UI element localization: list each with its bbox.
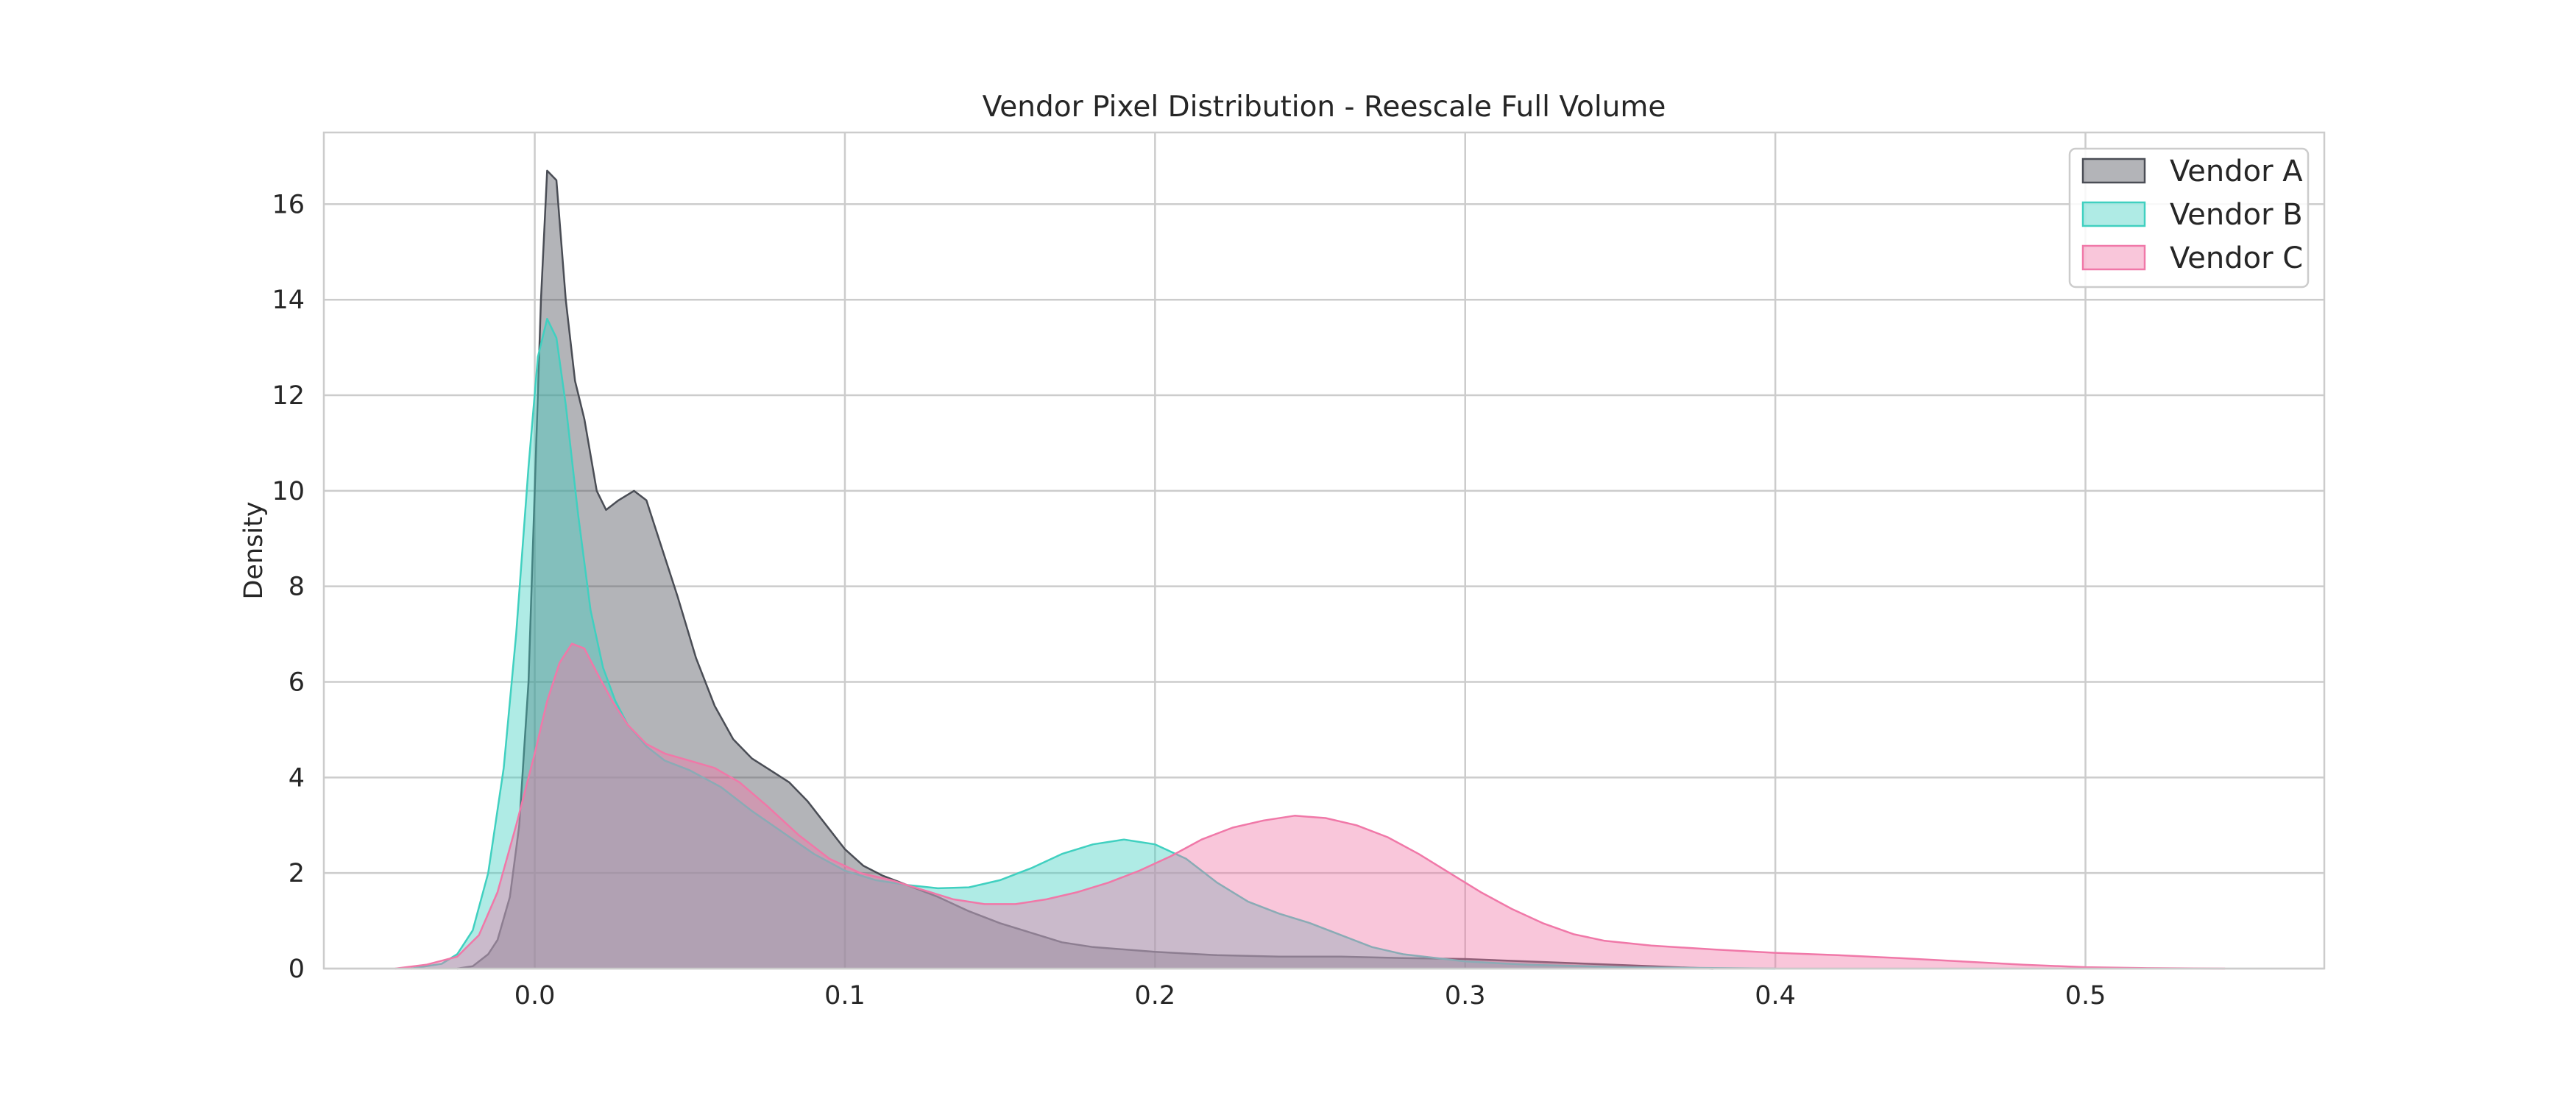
- area-layer: [394, 169, 2226, 970]
- grid-layer: [324, 132, 2324, 970]
- vendor-c-density-line: [394, 643, 2226, 970]
- y-tick-label: 12: [272, 381, 305, 411]
- plot-frame: [322, 131, 2326, 970]
- y-tick-label: 10: [272, 477, 305, 506]
- y-tick-label: 2: [289, 859, 305, 888]
- chart-title: Vendor Pixel Distribution - Reescale Ful…: [983, 91, 1666, 124]
- vendor-b-density-area: [411, 319, 1776, 969]
- legend-swatch-vendor-a: [2081, 158, 2146, 184]
- legend: Vendor A Vendor B Vendor C: [2068, 147, 2310, 289]
- legend-label-vendor-a: Vendor A: [2170, 155, 2303, 188]
- legend-label-vendor-b: Vendor B: [2170, 198, 2303, 232]
- y-tick-label: 8: [289, 573, 305, 602]
- tick-layer: 0.0 0.1 0.2 0.3 0.4 0.5 0 2 4 6 8 10 12 14 16: [272, 190, 2106, 1011]
- legend-label-vendor-c: Vendor C: [2170, 241, 2303, 275]
- vendor-b-density-line: [410, 317, 1776, 970]
- legend-swatch-vendor-b: [2081, 201, 2146, 227]
- x-tick-label: 0.1: [824, 981, 866, 1011]
- vendor-a-density-area: [457, 170, 1713, 969]
- vendor-a-density-line: [457, 169, 1713, 970]
- legend-swatch-vendor-c: [2081, 244, 2146, 271]
- x-tick-label: 0.4: [1755, 981, 1796, 1011]
- y-axis-label: Density: [239, 501, 269, 599]
- x-tick-label: 0.3: [1445, 981, 1486, 1011]
- vendor-c-density-area: [394, 643, 2226, 969]
- y-tick-label: 14: [272, 286, 305, 315]
- x-tick-label: 0.2: [1135, 981, 1176, 1011]
- y-tick-label: 0: [289, 955, 305, 984]
- y-tick-label: 6: [289, 668, 305, 698]
- y-tick-label: 4: [289, 763, 305, 793]
- y-tick-label: 16: [272, 190, 305, 219]
- x-tick-label: 0.5: [2065, 981, 2106, 1011]
- x-tick-label: 0.0: [514, 981, 556, 1011]
